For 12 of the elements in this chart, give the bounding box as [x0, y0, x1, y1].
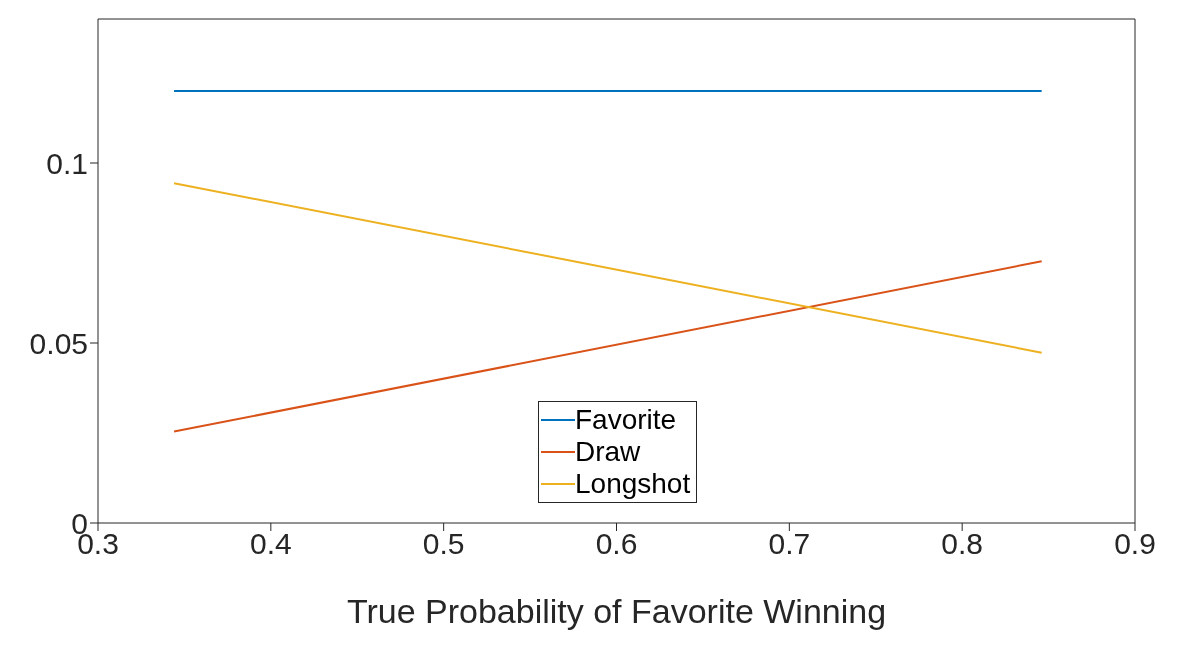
- x-tick-label: 0.4: [249, 527, 292, 561]
- x-tick-label: 0.8: [941, 527, 984, 561]
- legend-label: Longshot: [575, 468, 691, 500]
- legend-label: Favorite: [575, 404, 677, 436]
- x-tick-label: 0.6: [595, 527, 638, 561]
- y-tick-label: 0.05: [29, 326, 88, 360]
- x-tick-label: 0.9: [1114, 527, 1156, 561]
- x-axis-title: True Probability of Favorite Winning: [346, 592, 887, 630]
- y-tick-label: 0.1: [46, 146, 88, 180]
- x-tick-label: 0.7: [768, 527, 811, 561]
- x-tick-label: 0.5: [422, 527, 465, 561]
- legend-label: Draw: [575, 436, 641, 468]
